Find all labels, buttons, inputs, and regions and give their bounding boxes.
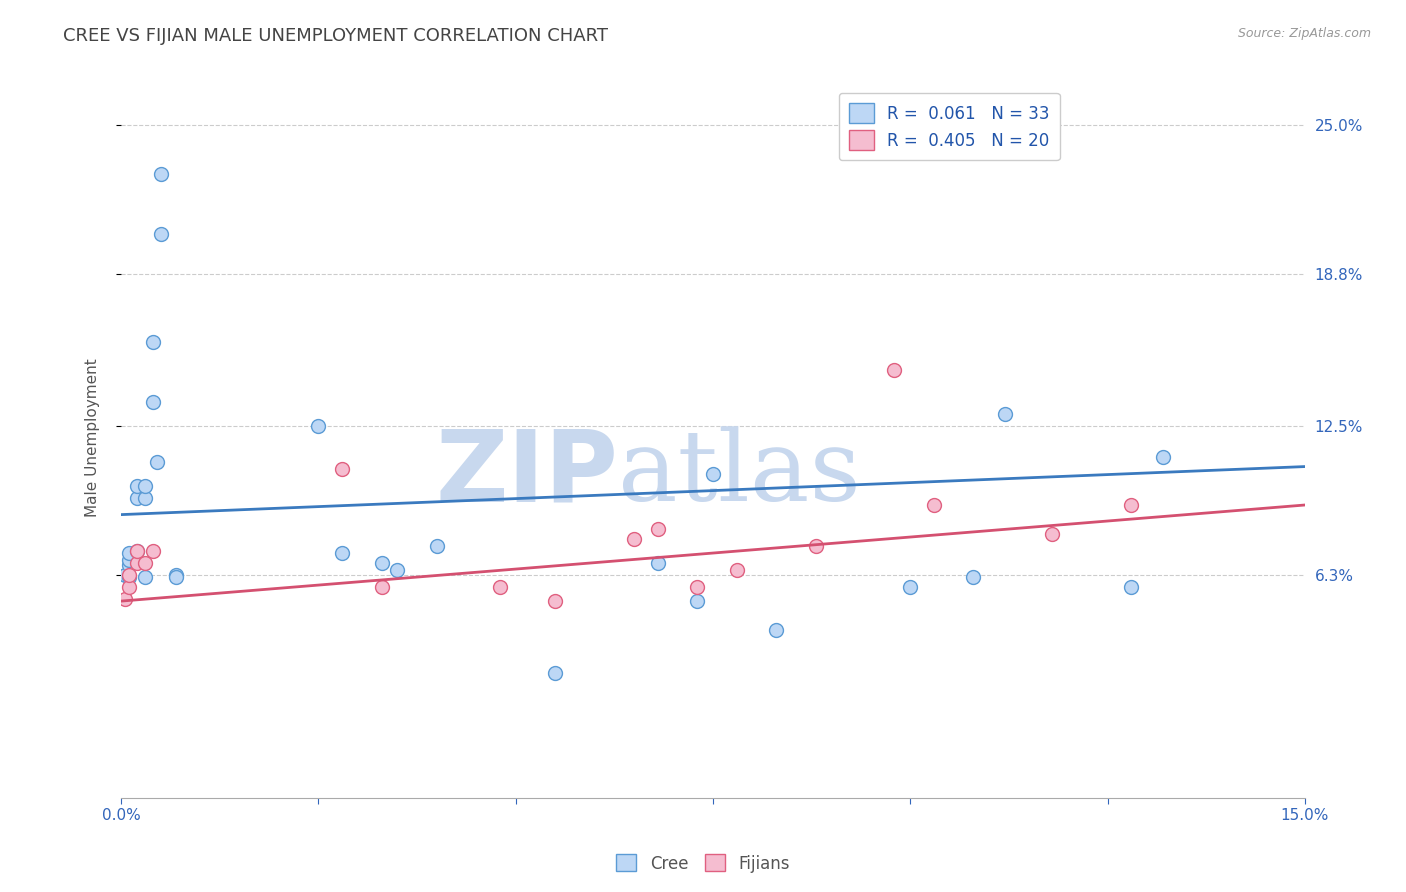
Point bbox=[125, 479, 148, 493]
Y-axis label: Male Unemployment: Male Unemployment bbox=[86, 359, 100, 517]
Point bbox=[544, 666, 567, 681]
Point bbox=[426, 539, 449, 553]
Point bbox=[330, 546, 353, 560]
Point bbox=[489, 580, 512, 594]
Point bbox=[702, 467, 724, 481]
Point bbox=[134, 479, 156, 493]
Point bbox=[883, 363, 905, 377]
Point bbox=[125, 491, 148, 505]
Point bbox=[125, 556, 148, 570]
Point bbox=[804, 539, 827, 553]
Text: CREE VS FIJIAN MALE UNEMPLOYMENT CORRELATION CHART: CREE VS FIJIAN MALE UNEMPLOYMENT CORRELA… bbox=[63, 27, 609, 45]
Point bbox=[118, 567, 141, 582]
Point bbox=[647, 556, 669, 570]
Point bbox=[145, 455, 167, 469]
Point bbox=[114, 567, 136, 582]
Point bbox=[765, 623, 787, 637]
Point bbox=[307, 418, 329, 433]
Point bbox=[686, 594, 709, 608]
Point bbox=[544, 594, 567, 608]
Point bbox=[994, 407, 1017, 421]
Point bbox=[134, 491, 156, 505]
Point bbox=[725, 563, 748, 577]
Point bbox=[330, 462, 353, 476]
Point bbox=[647, 522, 669, 536]
Point bbox=[118, 570, 141, 584]
Text: atlas: atlas bbox=[619, 425, 860, 522]
Point bbox=[125, 543, 148, 558]
Point bbox=[118, 558, 141, 572]
Point bbox=[898, 580, 921, 594]
Point bbox=[623, 532, 645, 546]
Point bbox=[922, 498, 945, 512]
Point bbox=[370, 556, 392, 570]
Point bbox=[118, 580, 141, 594]
Point bbox=[1152, 450, 1174, 464]
Legend: Cree, Fijians: Cree, Fijians bbox=[610, 847, 796, 880]
Point bbox=[118, 553, 141, 567]
Point bbox=[149, 227, 172, 241]
Point bbox=[142, 543, 165, 558]
Point bbox=[125, 543, 148, 558]
Point bbox=[370, 580, 392, 594]
Point bbox=[118, 546, 141, 560]
Legend: R =  0.061   N = 33, R =  0.405   N = 20: R = 0.061 N = 33, R = 0.405 N = 20 bbox=[839, 93, 1060, 161]
Point bbox=[1121, 580, 1143, 594]
Text: Source: ZipAtlas.com: Source: ZipAtlas.com bbox=[1237, 27, 1371, 40]
Point bbox=[1121, 498, 1143, 512]
Point bbox=[134, 556, 156, 570]
Point bbox=[142, 394, 165, 409]
Point bbox=[142, 334, 165, 349]
Point bbox=[686, 580, 709, 594]
Point bbox=[149, 167, 172, 181]
Point bbox=[165, 567, 187, 582]
Point bbox=[165, 570, 187, 584]
Point bbox=[134, 570, 156, 584]
Point bbox=[962, 570, 984, 584]
Point bbox=[387, 563, 409, 577]
Point bbox=[114, 591, 136, 606]
Text: ZIP: ZIP bbox=[436, 425, 619, 523]
Point bbox=[1040, 526, 1063, 541]
